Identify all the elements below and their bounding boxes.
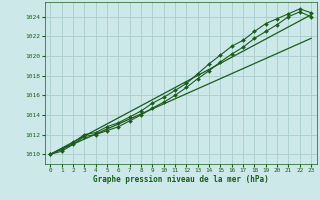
X-axis label: Graphe pression niveau de la mer (hPa): Graphe pression niveau de la mer (hPa) <box>93 175 269 184</box>
